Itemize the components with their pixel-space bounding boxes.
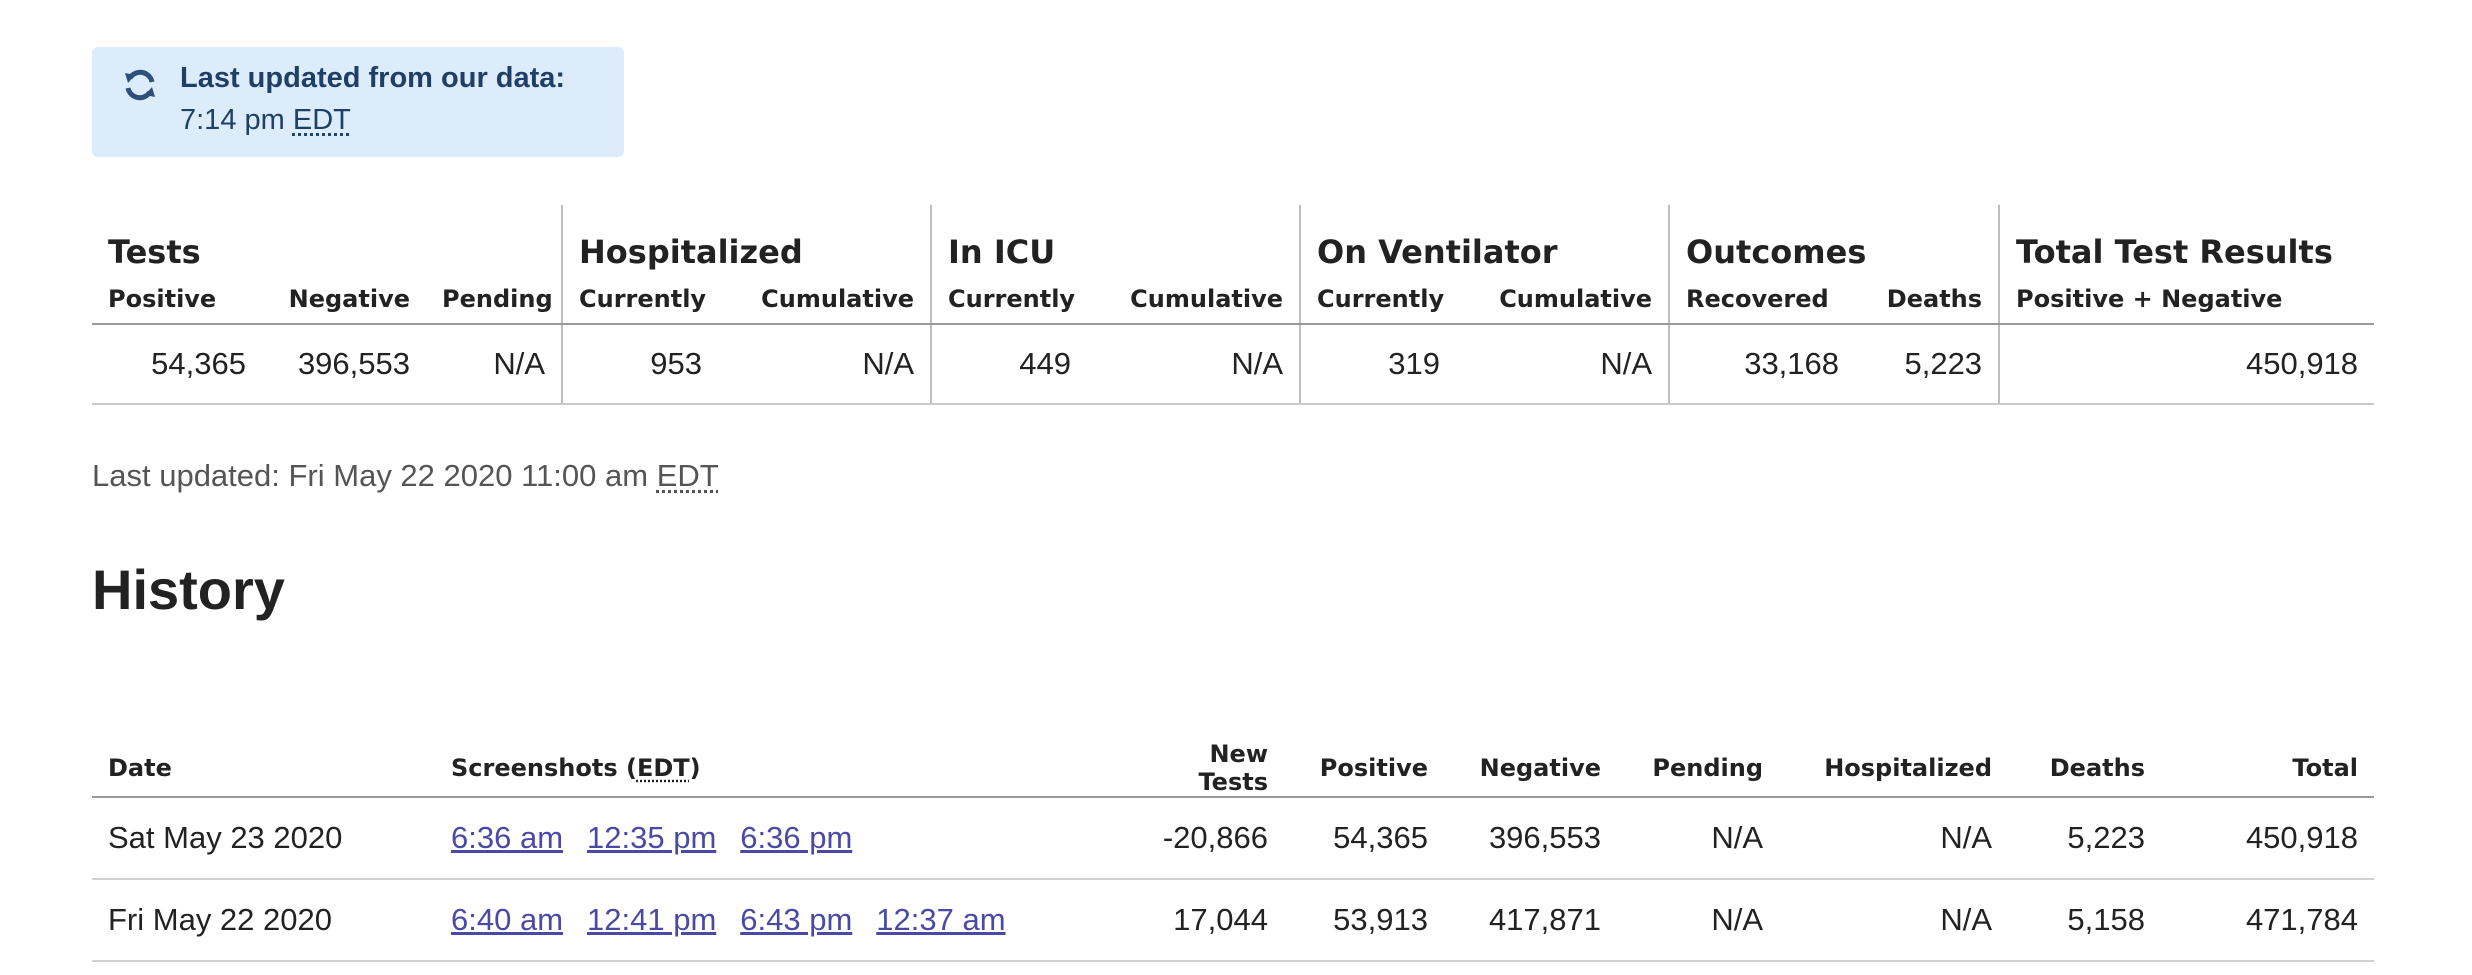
history-table: Date Screenshots (EDT) New Tests Positiv… xyxy=(92,740,2374,962)
history-screenshots: 6:36 am 12:35 pm 6:36 pm xyxy=(435,797,1125,880)
screenshot-link[interactable]: 6:40 am xyxy=(451,902,564,937)
history-new-tests: -20,866 xyxy=(1125,797,1284,880)
group-tests: Tests xyxy=(108,233,201,271)
value-pending: N/A xyxy=(426,324,562,405)
history-pending: N/A xyxy=(1617,797,1779,880)
subheader-positive-plus-negative: Positive + Negative xyxy=(1998,275,2375,325)
refresh-icon xyxy=(125,69,155,101)
history-deaths: 5,158 xyxy=(2008,879,2161,962)
screenshot-link[interactable]: 6:43 pm xyxy=(740,902,853,937)
last-updated: Last updated: Fri May 22 2020 11:00 am E… xyxy=(92,458,719,494)
value-icu-currently: 449 xyxy=(930,324,1087,405)
value-vent-cumulative: N/A xyxy=(1456,324,1670,405)
subheader-deaths: Deaths xyxy=(1855,275,2000,325)
history-negative: 396,553 xyxy=(1444,797,1617,880)
update-notice: Last updated from our data: 7:14 pm EDT xyxy=(92,47,624,157)
value-hosp-currently: 953 xyxy=(561,324,718,405)
value-negative: 396,553 xyxy=(262,324,426,405)
history-header-screenshots-close: ) xyxy=(689,754,701,782)
history-date: Sat May 23 2020 xyxy=(92,797,435,880)
table-row: Fri May 22 2020 6:40 am 12:41 pm 6:43 pm 12… xyxy=(92,879,2374,962)
history-header-negative: Negative xyxy=(1444,740,1617,798)
subheader-vent-currently: Currently xyxy=(1299,275,1457,325)
table-row: Sat May 23 2020 6:36 am 12:35 pm 6:36 pm -… xyxy=(92,797,2374,880)
history-total: 450,918 xyxy=(2161,797,2374,880)
screenshot-link[interactable]: 12:37 am xyxy=(876,902,1006,937)
notice-time-value: 7:14 pm xyxy=(180,104,285,136)
history-pending: N/A xyxy=(1617,879,1779,962)
history-date: Fri May 22 2020 xyxy=(92,879,435,962)
history-header-screenshots: Screenshots (EDT) xyxy=(435,740,1125,798)
history-positive: 53,913 xyxy=(1284,879,1444,962)
history-heading: History xyxy=(92,558,285,621)
subheader-pending: Pending xyxy=(426,275,562,325)
subheader-hosp-cumulative: Cumulative xyxy=(718,275,931,325)
summary-table: Tests Hospitalized In ICU On Ventilator … xyxy=(92,205,2375,405)
last-updated-text: Last updated: Fri May 22 2020 11:00 am xyxy=(92,458,649,493)
value-total-test-results: 450,918 xyxy=(1998,324,2375,405)
value-deaths: 5,223 xyxy=(1855,324,2000,405)
history-header-new-tests: New Tests xyxy=(1125,740,1284,798)
history-header-date: Date xyxy=(92,740,435,798)
subheader-icu-cumulative: Cumulative xyxy=(1087,275,1301,325)
screenshot-link[interactable]: 6:36 pm xyxy=(740,820,853,855)
group-outcomes: Outcomes xyxy=(1668,205,2000,275)
group-on-ventilator: On Ventilator xyxy=(1299,205,1670,275)
group-in-icu: In ICU xyxy=(929,205,1301,275)
history-header-positive: Positive xyxy=(1284,740,1444,798)
value-icu-cumulative: N/A xyxy=(1087,324,1301,405)
history-header-screenshots-timezone: EDT xyxy=(636,754,690,782)
notice-title: Last updated from our data: xyxy=(180,62,566,94)
subheader-recovered: Recovered xyxy=(1668,275,1856,325)
history-deaths: 5,223 xyxy=(2008,797,2161,880)
history-hospitalized: N/A xyxy=(1779,879,2008,962)
subheader-vent-cumulative: Cumulative xyxy=(1456,275,1670,325)
subheader-negative: Negative xyxy=(262,275,426,325)
subheader-positive: Positive xyxy=(92,275,262,325)
history-screenshots: 6:40 am 12:41 pm 6:43 pm 12:37 am xyxy=(435,879,1125,962)
notice-timezone: EDT xyxy=(292,104,351,136)
subheader-icu-currently: Currently xyxy=(930,275,1087,325)
history-header-deaths: Deaths xyxy=(2008,740,2161,798)
history-hospitalized: N/A xyxy=(1779,797,2008,880)
history-negative: 417,871 xyxy=(1444,879,1617,962)
group-hospitalized: Hospitalized xyxy=(561,205,931,275)
history-positive: 54,365 xyxy=(1284,797,1444,880)
screenshot-link[interactable]: 12:35 pm xyxy=(587,820,717,855)
screenshot-link[interactable]: 12:41 pm xyxy=(587,902,717,937)
history-total: 471,784 xyxy=(2161,879,2374,962)
notice-time: 7:14 pm EDT xyxy=(180,104,351,137)
value-recovered: 33,168 xyxy=(1668,324,1856,405)
history-new-tests: 17,044 xyxy=(1125,879,1284,962)
screenshot-link[interactable]: 6:36 am xyxy=(451,820,564,855)
subheader-hosp-currently: Currently xyxy=(561,275,718,325)
last-updated-timezone: EDT xyxy=(656,458,719,493)
value-hosp-cumulative: N/A xyxy=(718,324,931,405)
value-vent-currently: 319 xyxy=(1299,324,1457,405)
value-positive: 54,365 xyxy=(92,324,262,405)
group-total-test-results: Total Test Results xyxy=(1998,205,2375,275)
history-header-pending: Pending xyxy=(1617,740,1779,798)
history-header-screenshots-text: Screenshots ( xyxy=(451,754,637,782)
history-header-total: Total xyxy=(2161,740,2374,798)
history-header-hospitalized: Hospitalized xyxy=(1779,740,2008,798)
